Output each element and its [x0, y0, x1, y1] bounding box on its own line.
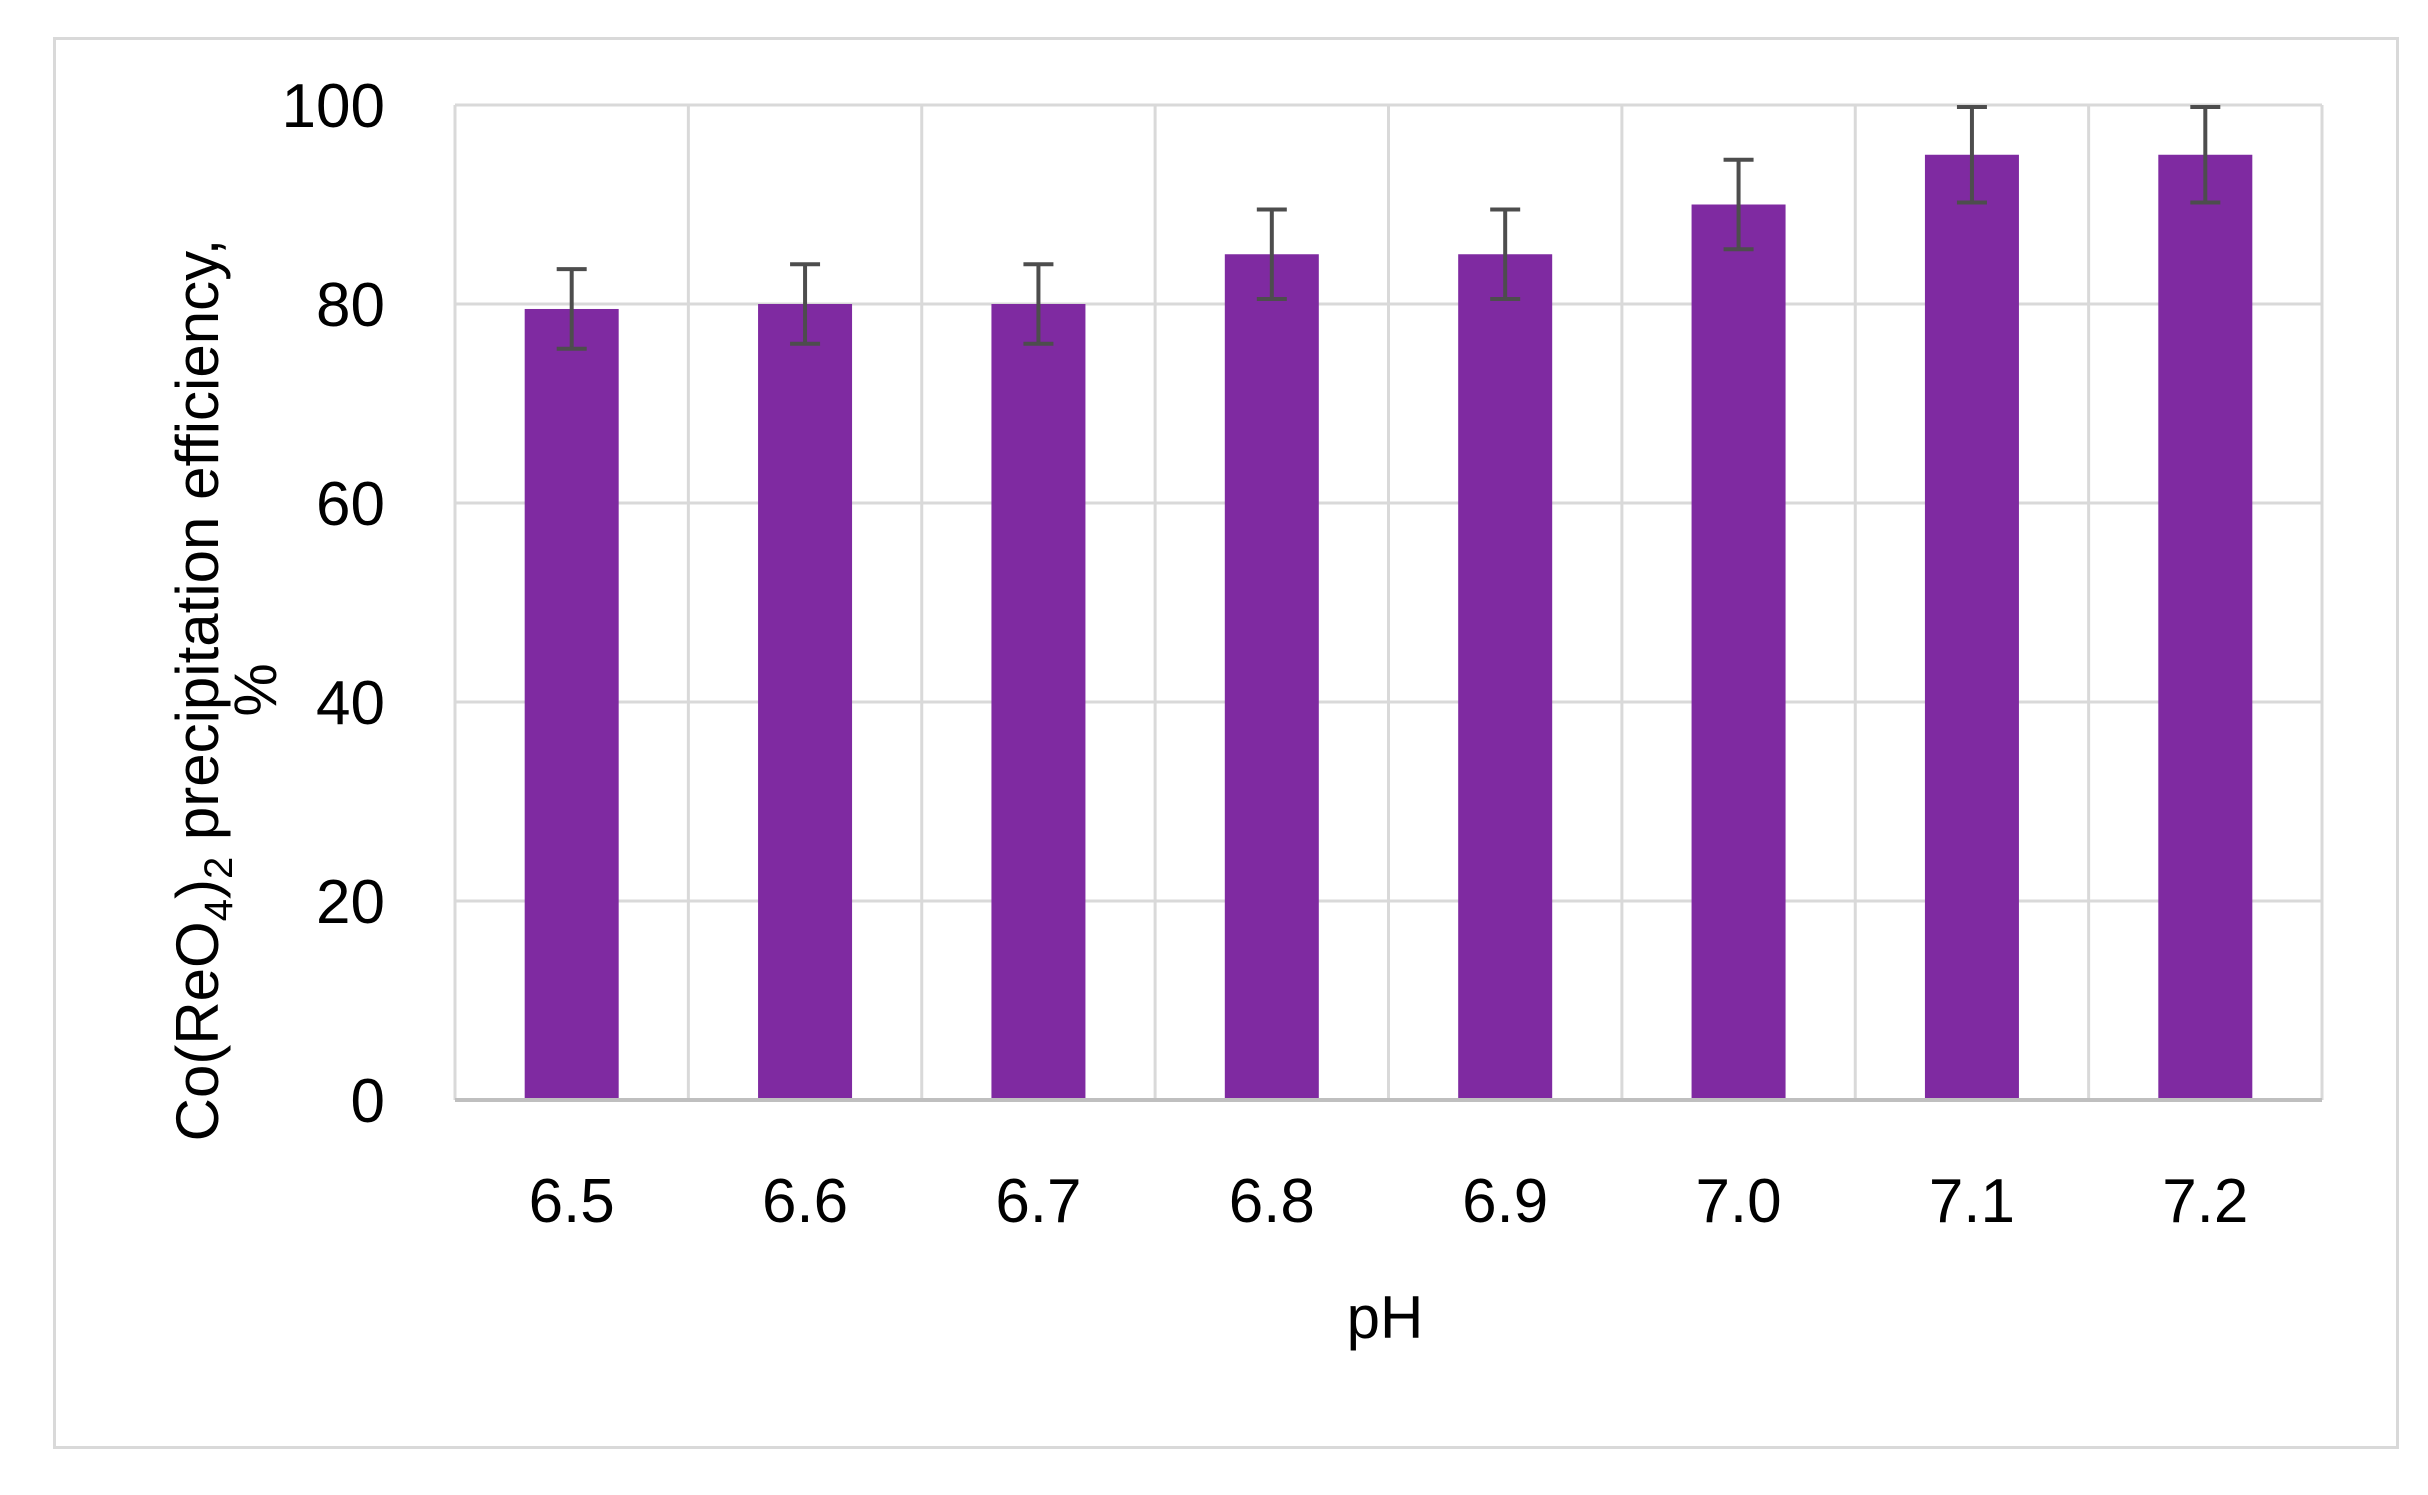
- x-axis-title: pH: [1347, 1284, 1424, 1351]
- error-bar-7.1: [1956, 104, 1987, 205]
- error-bar-6.7: [1023, 262, 1054, 346]
- error-bar-6.9: [1490, 207, 1521, 302]
- x-tick-label-7.1: 7.1: [1929, 1167, 2015, 1236]
- bar-6.5: [524, 308, 619, 1101]
- bar-7.2: [2158, 154, 2253, 1100]
- error-bars: [556, 104, 2221, 351]
- bar-6.9: [1458, 254, 1553, 1100]
- y-tick-label-60: 60: [316, 470, 385, 539]
- y-tick-label-20: 20: [316, 868, 385, 937]
- error-bar-6.8: [1256, 207, 1287, 302]
- x-tick-label-6.9: 6.9: [1462, 1167, 1548, 1236]
- x-tick-label-6.8: 6.8: [1229, 1167, 1315, 1236]
- x-tick-labels: 6.5 6.6 6.7 6.8 6.9 7.0 7.1 7.2: [529, 1167, 2249, 1236]
- y-axis-title: Co(ReO4)2 precipitation efficiency, %: [164, 239, 289, 1142]
- error-bar-7.0: [1723, 157, 1754, 252]
- x-tick-label-6.6: 6.6: [762, 1167, 848, 1236]
- y-tick-label-0: 0: [351, 1067, 385, 1136]
- error-bar-6.5: [556, 267, 587, 351]
- bar-7.0: [1691, 204, 1786, 1100]
- bar-6.8: [1224, 254, 1319, 1100]
- y-tick-label-100: 100: [282, 72, 385, 141]
- bar-6.7: [991, 304, 1086, 1100]
- bar-7.1: [1924, 154, 2019, 1100]
- x-tick-label-7.2: 7.2: [2162, 1167, 2248, 1236]
- x-tick-label-6.7: 6.7: [995, 1167, 1081, 1236]
- error-bar-6.6: [790, 262, 821, 346]
- y-axis-title-line1: Co(ReO4)2 precipitation efficiency,: [164, 239, 241, 1142]
- x-tick-label-7.0: 7.0: [1695, 1167, 1781, 1236]
- bar-6.6: [758, 304, 853, 1100]
- x-tick-label-6.5: 6.5: [529, 1167, 615, 1236]
- y-tick-label-80: 80: [316, 271, 385, 340]
- y-tick-label-40: 40: [316, 669, 385, 738]
- grid-lines: [453, 103, 2324, 1100]
- y-axis-title-line2: %: [222, 663, 289, 716]
- error-bar-7.2: [2190, 104, 2221, 205]
- y-tick-labels: 0 20 40 60 80 100: [282, 72, 385, 1136]
- bars: [524, 154, 2253, 1101]
